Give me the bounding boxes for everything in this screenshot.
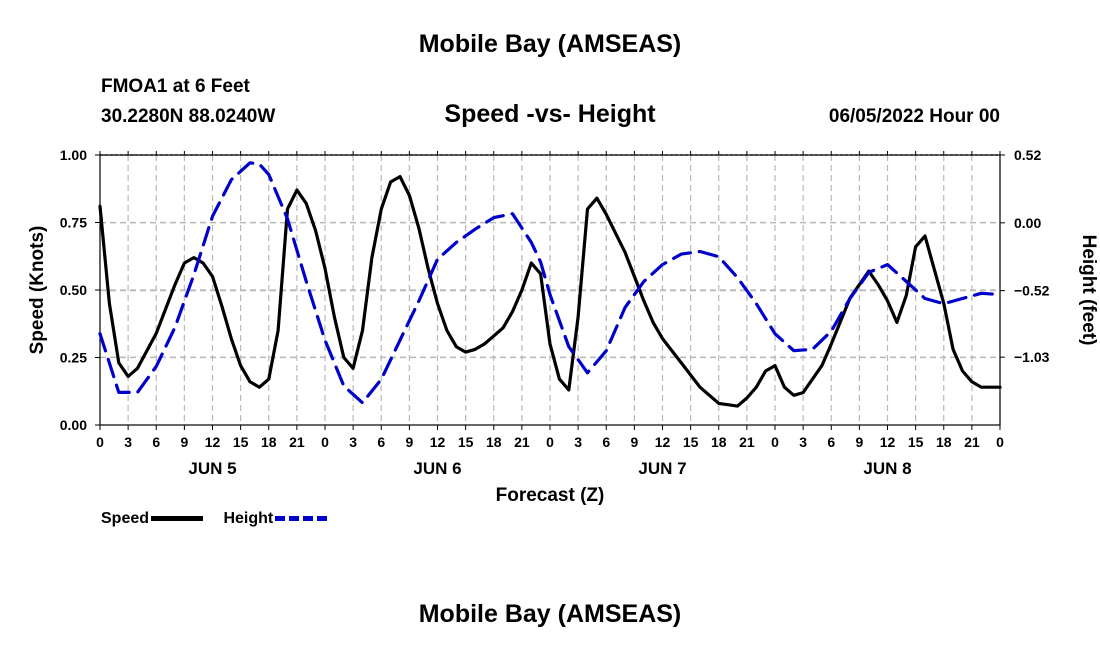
y-right-tick-label: 0.52 [1014, 147, 1041, 163]
x-tick-label: 12 [205, 434, 221, 450]
x-tick-label: 18 [711, 434, 727, 450]
x-tick-label: 15 [458, 434, 474, 450]
x-tick-label: 6 [152, 434, 160, 450]
y-right-tick-label: −1.03 [1014, 349, 1050, 365]
x-tick-label: 12 [880, 434, 896, 450]
y-left-tick-label: 0.50 [60, 282, 87, 298]
x-tick-label: 6 [827, 434, 835, 450]
legend-swatch-height [275, 516, 328, 522]
legend-label-speed: Speed [101, 510, 150, 527]
x-tick-label: 18 [261, 434, 277, 450]
station-label: FMOA1 at 6 Feet [101, 76, 250, 97]
x-tick-label: 21 [739, 434, 755, 450]
y-left-tick-label: 0.25 [60, 350, 87, 366]
x-tick-label: 12 [655, 434, 671, 450]
x-tick-label: 12 [430, 434, 446, 450]
x-tick-label: 0 [771, 434, 779, 450]
chart-subtitle: Speed -vs- Height [444, 100, 656, 128]
legend: Speed Height [101, 510, 343, 528]
x-tick-label: 6 [602, 434, 610, 450]
x-axis-title: Forecast (Z) [496, 485, 605, 506]
x-tick-label: 15 [233, 434, 249, 450]
y-right-tick-label: 0.00 [1014, 215, 1041, 231]
series-line-height [98, 161, 1002, 405]
legend-item-height: Height [223, 510, 328, 528]
y-left-tick-label: 1.00 [60, 147, 87, 163]
x-tick-label: 21 [514, 434, 530, 450]
day-label: JUN 6 [413, 459, 461, 478]
x-tick-label: 0 [321, 434, 329, 450]
x-tick-label: 9 [180, 434, 188, 450]
day-label: JUN 8 [863, 459, 911, 478]
legend-swatch-speed [151, 516, 204, 522]
x-tick-label: 0 [996, 434, 1004, 450]
day-label: JUN 7 [638, 459, 686, 478]
day-label: JUN 5 [188, 459, 236, 478]
legend-item-speed: Speed [101, 510, 204, 528]
footer-title: Mobile Bay (AMSEAS) [418, 600, 682, 628]
x-tick-label: 0 [546, 434, 554, 450]
y-left-tick-label: 0.00 [60, 417, 87, 433]
x-tick-label: 3 [124, 434, 132, 450]
x-tick-label: 3 [799, 434, 807, 450]
main-title: Mobile Bay (AMSEAS) [418, 30, 682, 58]
y-right-tick-label: −0.52 [1014, 283, 1050, 299]
x-tick-label: 15 [908, 434, 924, 450]
series-line-speed [98, 175, 1002, 408]
x-tick-label: 0 [96, 434, 104, 450]
legend-label-height: Height [223, 510, 274, 527]
x-tick-label: 15 [683, 434, 699, 450]
y-left-tick-label: 0.75 [60, 215, 87, 231]
x-tick-label: 3 [574, 434, 582, 450]
x-tick-label: 9 [855, 434, 863, 450]
x-tick-label: 18 [486, 434, 502, 450]
y-right-axis-title: Height (feet) [1078, 235, 1099, 346]
y-left-axis-title: Speed (Knots) [27, 226, 48, 355]
coordinates-label: 30.2280N 88.0240W [101, 106, 276, 127]
date-stamp: 06/05/2022 Hour 00 [828, 106, 1000, 127]
x-tick-label: 9 [405, 434, 413, 450]
x-tick-label: 6 [377, 434, 385, 450]
x-tick-label: 21 [289, 434, 305, 450]
x-tick-label: 18 [936, 434, 952, 450]
x-tick-label: 9 [630, 434, 638, 450]
x-tick-label: 21 [964, 434, 980, 450]
x-tick-label: 3 [349, 434, 357, 450]
